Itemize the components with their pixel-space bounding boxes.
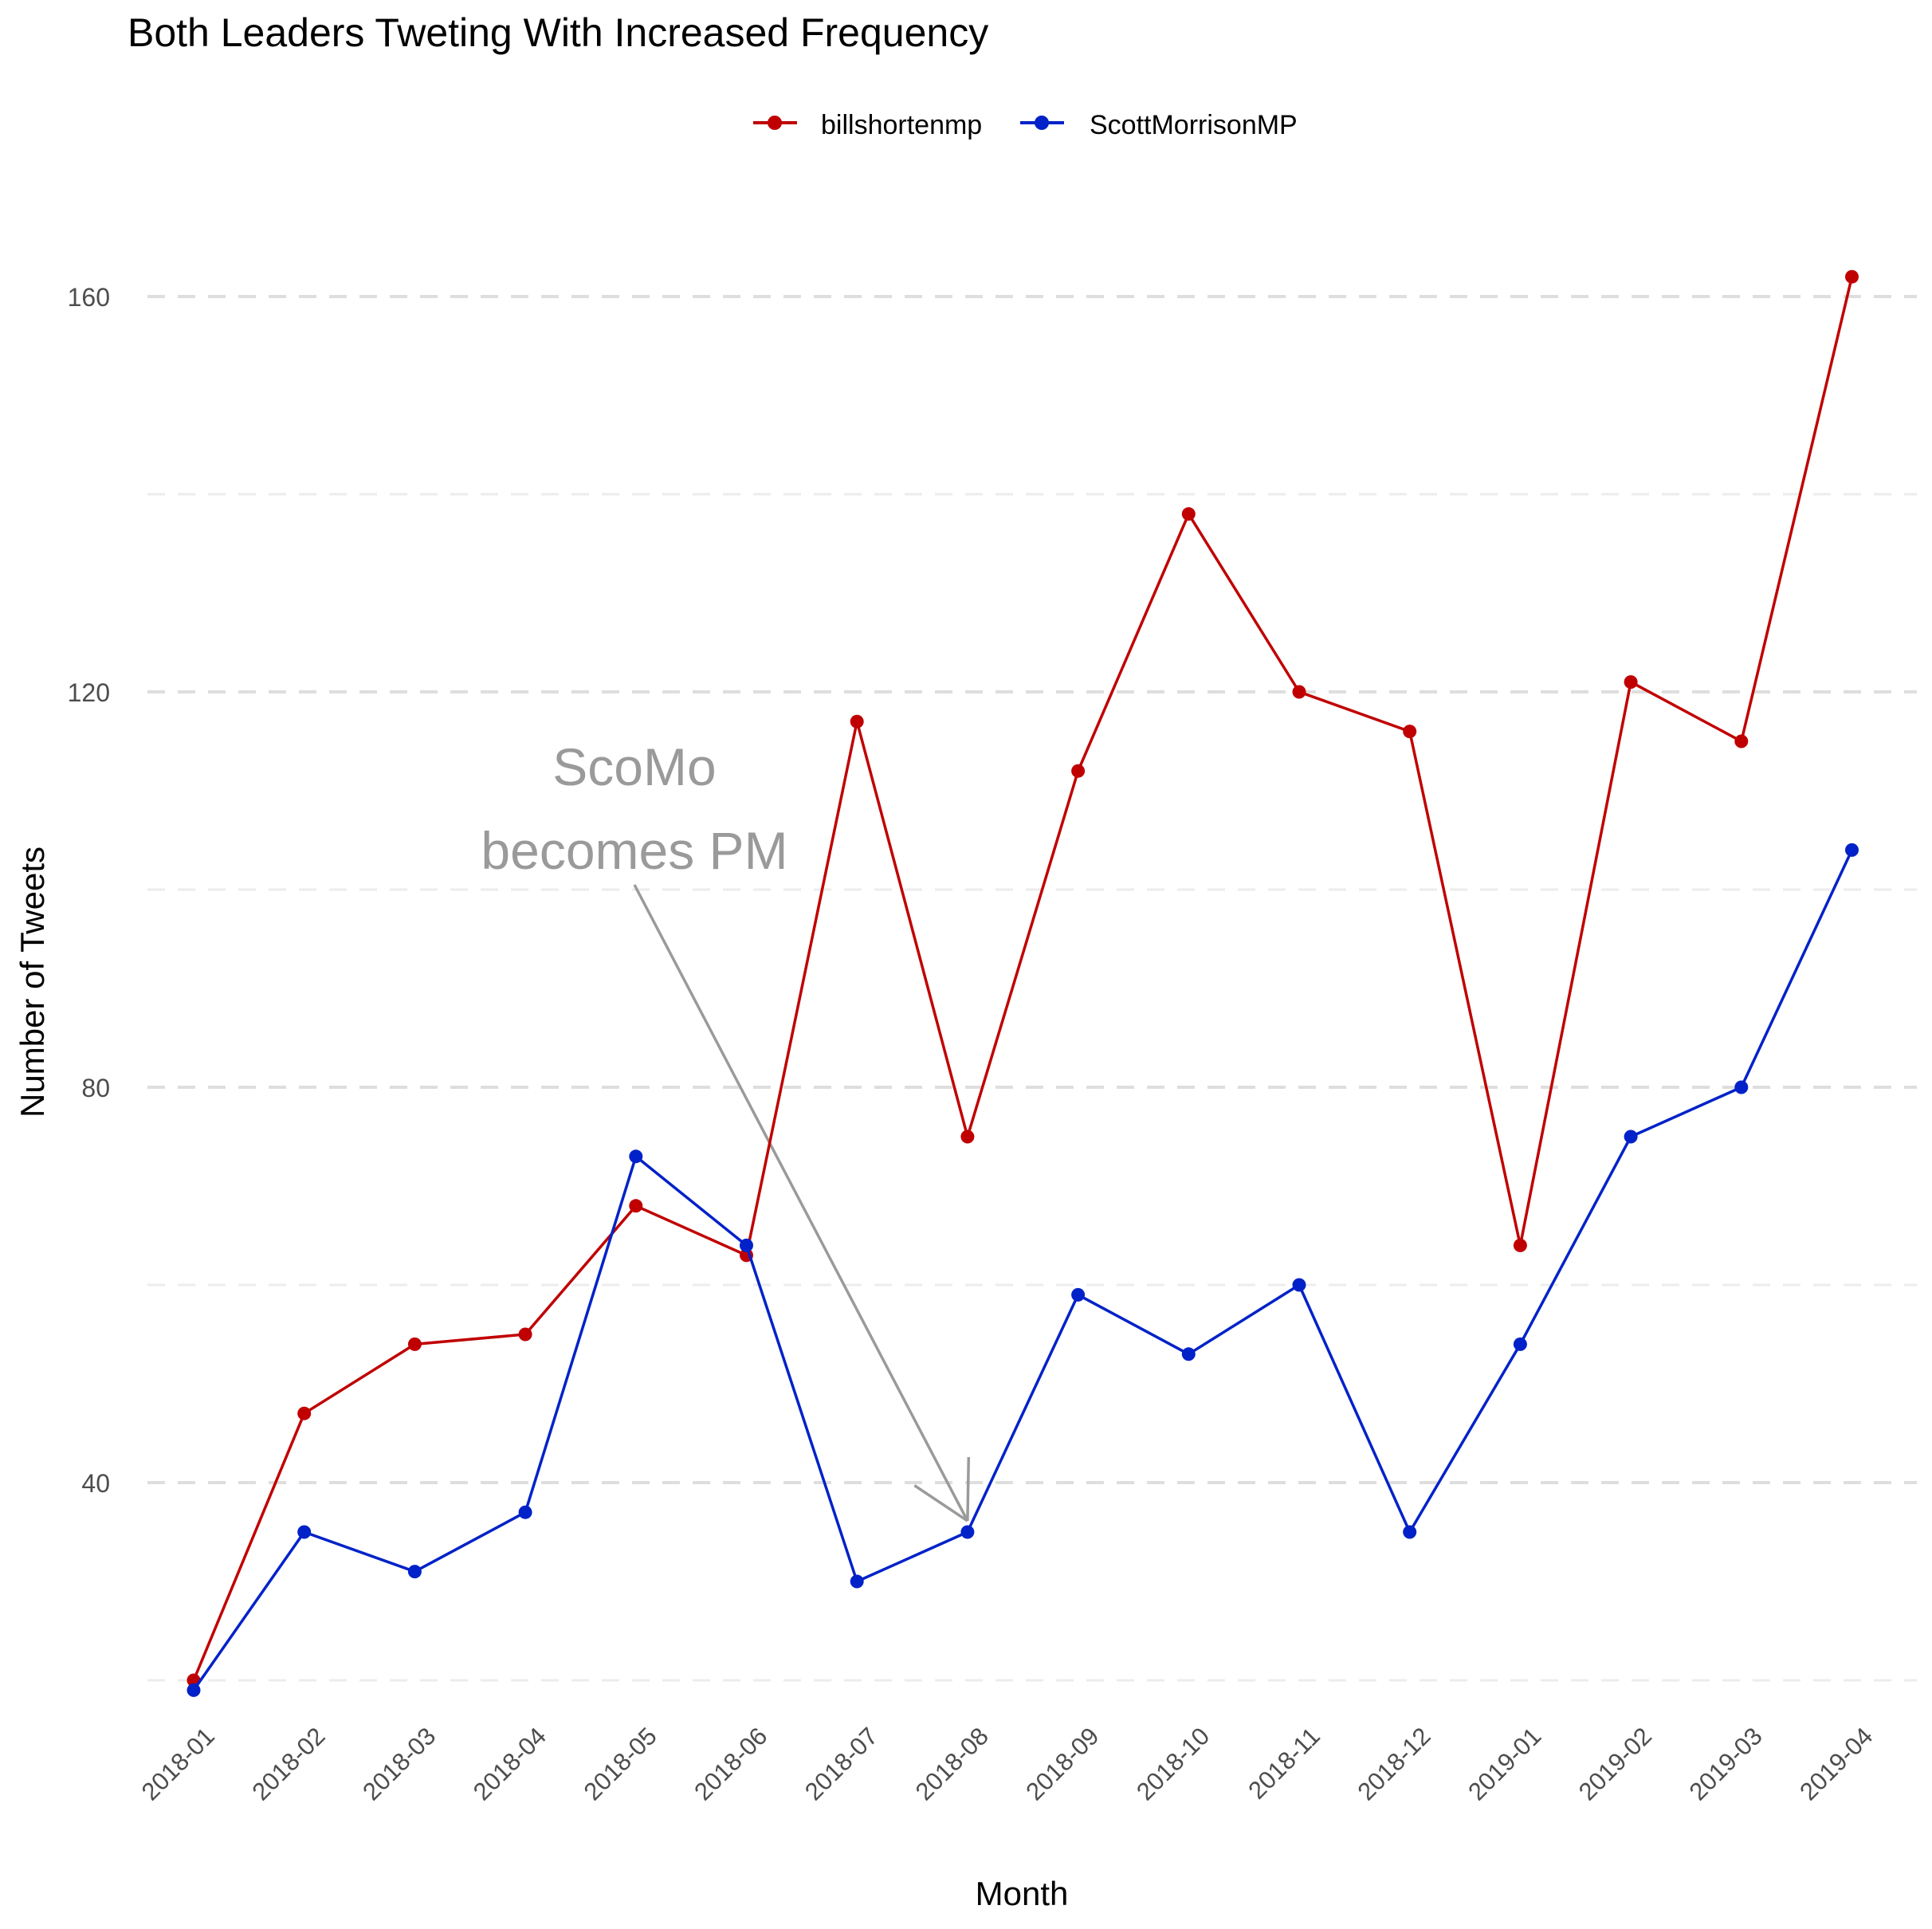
x-tick-label: 2019-03 <box>1684 1722 1768 1805</box>
x-tick-label: 2018-02 <box>246 1722 330 1805</box>
data-point-billshortenmp <box>1071 764 1086 778</box>
legend-item-billshortenmp: billshortenmp <box>753 110 982 140</box>
legend-marker-scottmorrisonmp <box>1035 116 1049 130</box>
annotation-text-line-1: ScoMo <box>552 737 716 796</box>
data-point-billshortenmp <box>1403 725 1417 739</box>
x-tick-label: 2019-02 <box>1573 1722 1657 1805</box>
legend-item-scottmorrisonmp: ScottMorrisonMP <box>1020 110 1298 140</box>
data-point-billshortenmp <box>1845 269 1859 284</box>
x-tick-label: 2018-06 <box>689 1722 772 1805</box>
y-tick-label: 120 <box>68 678 110 707</box>
series <box>187 269 1859 1697</box>
x-tick-label: 2018-05 <box>579 1722 662 1805</box>
legend-label-billshortenmp: billshortenmp <box>821 110 982 140</box>
x-tick-label: 2018-04 <box>468 1722 552 1805</box>
data-point-billshortenmp <box>960 1130 975 1144</box>
y-tick-label: 160 <box>68 283 110 312</box>
y-axis-label: Number of Tweets <box>14 847 51 1118</box>
annotation-arrow-shaft <box>633 884 969 1522</box>
y-tick-label: 40 <box>81 1469 110 1498</box>
series-scottmorrisonmp <box>187 843 1859 1697</box>
data-point-scottmorrisonmp <box>187 1683 201 1697</box>
data-point-scottmorrisonmp <box>960 1525 975 1539</box>
data-point-billshortenmp <box>629 1199 643 1213</box>
data-point-scottmorrisonmp <box>297 1525 312 1539</box>
x-tick-label: 2018-10 <box>1131 1722 1215 1805</box>
x-tick-label: 2018-03 <box>357 1722 441 1805</box>
legend-marker-billshortenmp <box>768 116 782 130</box>
annotation-text-line-2: becomes PM <box>481 821 787 880</box>
data-point-scottmorrisonmp <box>1624 1130 1638 1144</box>
chart-title: Both Leaders Tweting With Increased Freq… <box>128 10 988 55</box>
data-point-scottmorrisonmp <box>1513 1337 1527 1351</box>
series-line-scottmorrisonmp <box>192 849 1854 1691</box>
legend-label-scottmorrisonmp: ScottMorrisonMP <box>1090 110 1298 140</box>
data-point-billshortenmp <box>1734 734 1749 748</box>
x-tick-label: 2018-11 <box>1243 1722 1325 1805</box>
x-axis-label: Month <box>976 1875 1069 1912</box>
x-tick-label: 2018-09 <box>1020 1722 1104 1805</box>
data-point-billshortenmp <box>407 1337 422 1351</box>
data-point-scottmorrisonmp <box>850 1574 864 1589</box>
y-tick-labels: 40 80 120 160 <box>68 283 110 1498</box>
data-point-scottmorrisonmp <box>1071 1287 1086 1302</box>
x-tick-label: 2018-01 <box>136 1722 220 1805</box>
y-tick-label: 80 <box>81 1074 110 1102</box>
annotation-arrow-head <box>913 1484 968 1522</box>
data-point-billshortenmp <box>297 1406 312 1420</box>
x-tick-label: 2019-01 <box>1463 1722 1546 1805</box>
x-tick-label: 2019-04 <box>1794 1722 1878 1805</box>
data-point-scottmorrisonmp <box>518 1505 532 1519</box>
x-tick-label: 2018-08 <box>910 1722 994 1805</box>
data-point-billshortenmp <box>518 1327 532 1342</box>
data-point-billshortenmp <box>850 714 864 729</box>
x-tick-labels: 2018-01 2018-02 2018-03 2018-04 2018-05 2018-… <box>136 1722 1879 1805</box>
x-tick-label: 2018-12 <box>1352 1722 1435 1805</box>
data-point-billshortenmp <box>1292 685 1306 699</box>
data-point-scottmorrisonmp <box>1292 1278 1306 1292</box>
gridlines <box>147 295 1917 1682</box>
data-point-scottmorrisonmp <box>1734 1080 1749 1094</box>
data-point-billshortenmp <box>1181 507 1196 521</box>
series-line-billshortenmp <box>192 276 1854 1681</box>
data-point-scottmorrisonmp <box>740 1238 753 1252</box>
annotation: ScoMo becomes PM <box>481 737 971 1522</box>
data-point-billshortenmp <box>1513 1238 1527 1252</box>
data-point-scottmorrisonmp <box>1403 1525 1417 1539</box>
data-point-scottmorrisonmp <box>1181 1347 1196 1361</box>
data-point-billshortenmp <box>1624 675 1638 689</box>
data-point-scottmorrisonmp <box>407 1565 422 1579</box>
data-point-scottmorrisonmp <box>1845 843 1859 857</box>
legend: billshortenmp ScottMorrisonMP <box>753 110 1298 140</box>
x-tick-label: 2018-07 <box>799 1722 883 1805</box>
series-billshortenmp <box>187 269 1859 1687</box>
data-point-scottmorrisonmp <box>629 1149 643 1164</box>
